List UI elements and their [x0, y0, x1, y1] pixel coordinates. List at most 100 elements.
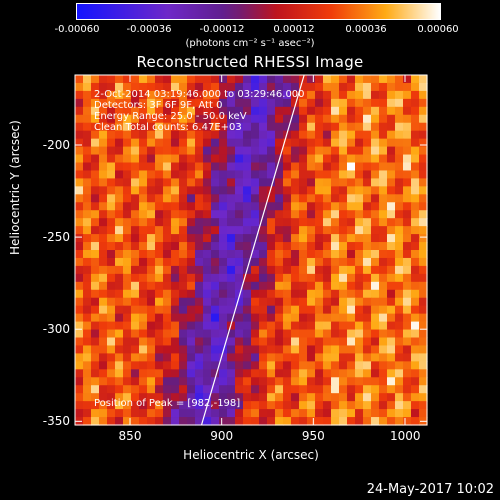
heatmap-cell	[75, 305, 84, 315]
heatmap-cell	[403, 385, 412, 394]
heatmap-cell	[347, 329, 356, 339]
heatmap-cell	[171, 226, 180, 235]
heatmap-cell	[83, 250, 92, 259]
heatmap-cell	[347, 401, 356, 410]
heatmap-cell	[339, 273, 348, 283]
heatmap-cell	[259, 345, 268, 355]
heatmap-cell	[283, 218, 292, 227]
heatmap-cell	[323, 234, 332, 243]
heatmap-cell	[107, 162, 116, 172]
heatmap-cell	[123, 210, 132, 219]
heatmap-cell	[139, 138, 148, 148]
heatmap-cell	[227, 106, 236, 116]
heatmap-cell	[131, 321, 140, 331]
heatmap-cell	[419, 202, 428, 211]
heatmap-cell	[267, 130, 276, 140]
heatmap-cell	[259, 265, 268, 275]
heatmap-cell	[211, 377, 220, 386]
heatmap-cell	[411, 210, 420, 219]
heatmap-cell	[91, 90, 100, 100]
heatmap-cell	[315, 178, 324, 187]
heatmap-cell	[347, 106, 356, 116]
heatmap-cell	[379, 289, 388, 299]
heatmap-cell	[267, 265, 276, 275]
heatmap-cell	[387, 313, 396, 323]
heatmap-cell	[323, 313, 332, 323]
heatmap-cell	[283, 369, 292, 378]
heatmap-cell	[91, 98, 100, 108]
heatmap-cell	[155, 321, 164, 331]
heatmap-cell	[83, 273, 92, 283]
heatmap-cell	[299, 106, 308, 116]
heatmap-cell	[139, 305, 148, 315]
heatmap-cell	[107, 98, 116, 108]
heatmap-cell	[155, 257, 164, 267]
heatmap-cell	[419, 75, 428, 84]
colorbar-tick-label: 0.00036	[345, 24, 387, 35]
heatmap-cell	[75, 337, 84, 347]
heatmap-cell	[275, 305, 284, 315]
heatmap-cell	[315, 361, 324, 370]
heatmap-cell	[291, 146, 300, 156]
heatmap-cell	[187, 417, 196, 426]
heatmap-cell	[307, 114, 316, 124]
heatmap-cell	[99, 257, 108, 267]
heatmap-cell	[227, 273, 236, 283]
heatmap-cell	[187, 281, 196, 291]
heatmap-cell	[91, 265, 100, 275]
heatmap-cell	[419, 321, 428, 331]
heatmap-cell	[171, 361, 180, 370]
heatmap-cell	[395, 186, 404, 195]
heatmap-cell	[99, 297, 108, 307]
heatmap-cell	[195, 106, 204, 116]
heatmap-cell	[355, 401, 364, 410]
heatmap-cell	[331, 106, 340, 116]
heatmap-cell	[347, 265, 356, 275]
heatmap-cell	[219, 305, 228, 315]
heatmap-cell	[411, 393, 420, 402]
heatmap-cell	[131, 377, 140, 386]
heatmap-cell	[163, 178, 172, 187]
heatmap-cell	[307, 273, 316, 283]
heatmap-cell	[123, 393, 132, 402]
heatmap-cell	[123, 162, 132, 172]
heatmap-cell	[371, 361, 380, 370]
heatmap-cell	[227, 345, 236, 355]
heatmap-cell	[307, 75, 316, 84]
heatmap-cell	[379, 82, 388, 92]
heatmap-cell	[395, 75, 404, 84]
heatmap-cell	[195, 361, 204, 370]
heatmap-cell	[323, 138, 332, 148]
heatmap-cell	[115, 114, 124, 124]
heatmap-cell	[139, 361, 148, 370]
heatmap-cell	[155, 273, 164, 283]
heatmap-cell	[339, 281, 348, 291]
heatmap-cell	[275, 242, 284, 251]
heatmap-cell	[107, 90, 116, 100]
heatmap-cell	[219, 114, 228, 124]
heatmap-cell	[163, 154, 172, 164]
heatmap-cell	[283, 122, 292, 132]
heatmap-cell	[171, 154, 180, 164]
heatmap-cell	[219, 162, 228, 172]
heatmap-cell	[291, 297, 300, 307]
heatmap-cell	[75, 345, 84, 355]
heatmap-cell	[235, 194, 244, 203]
heatmap-cell	[307, 146, 316, 156]
heatmap-cell	[187, 385, 196, 394]
heatmap-cell	[171, 250, 180, 259]
heatmap-cell	[355, 98, 364, 108]
heatmap-cell	[131, 90, 140, 100]
heatmap-cell	[235, 186, 244, 195]
heatmap-cell	[347, 369, 356, 378]
heatmap-cell	[83, 90, 92, 100]
heatmap-cell	[91, 281, 100, 291]
heatmap-cell	[395, 98, 404, 108]
heatmap-cell	[363, 178, 372, 187]
heatmap-cell	[403, 265, 412, 275]
heatmap-cell	[371, 114, 380, 124]
heatmap-cell	[267, 281, 276, 291]
heatmap-cell	[123, 90, 132, 100]
heatmap-cell	[155, 401, 164, 410]
heatmap-cell	[235, 361, 244, 370]
